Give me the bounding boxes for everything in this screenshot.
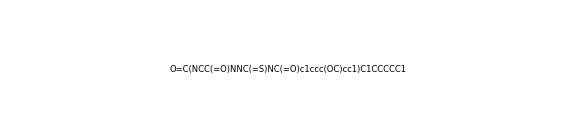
Text: O=C(NCC(=O)NNC(=S)NC(=O)c1ccc(OC)cc1)C1CCCCC1: O=C(NCC(=O)NNC(=S)NC(=O)c1ccc(OC)cc1)C1C…	[170, 65, 406, 74]
